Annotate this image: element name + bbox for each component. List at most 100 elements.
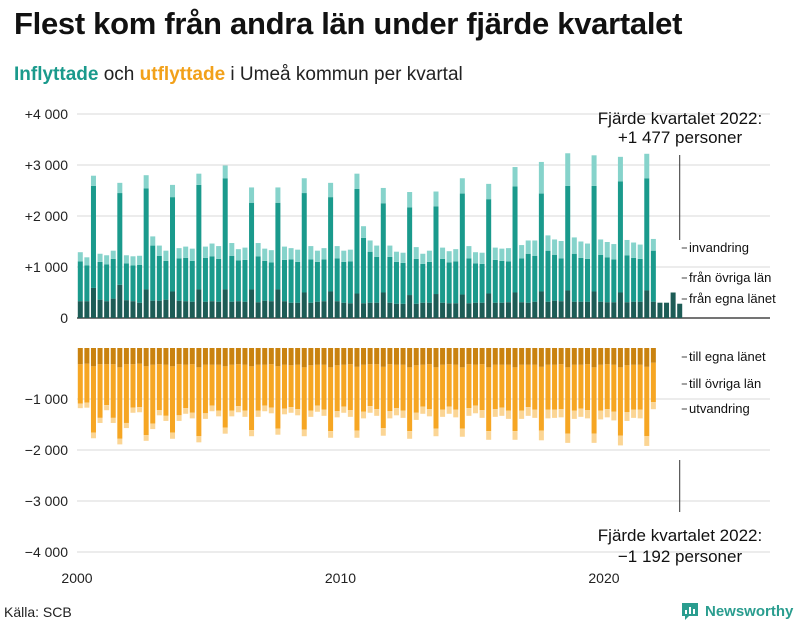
inflow-ovriga-bar xyxy=(170,197,176,292)
inflow-invandring-bar xyxy=(281,246,287,260)
outflow-utvandring-bar xyxy=(466,408,472,416)
outflow-utvandring-bar xyxy=(631,409,637,418)
inflow-ovriga-bar xyxy=(123,263,129,301)
inflow-invandring-bar xyxy=(334,246,340,259)
inflow-invandring-bar xyxy=(644,153,650,179)
inflow-egna-bar xyxy=(110,298,116,318)
outflow-ovriga-bar xyxy=(492,364,498,410)
inflow-ovriga-bar xyxy=(104,264,110,302)
outflow-utvandring-bar xyxy=(209,405,215,412)
outflow-egna-bar xyxy=(407,348,413,368)
inflow-invandring-bar xyxy=(235,249,241,261)
outflow-utvandring-bar xyxy=(558,409,564,418)
newsworthy-logo[interactable]: Newsworthy xyxy=(680,601,793,621)
inflow-egna-bar xyxy=(644,290,650,318)
outflow-egna-bar xyxy=(604,348,610,365)
inflow-invandring-bar xyxy=(400,252,406,263)
inflow-invandring-bar xyxy=(354,173,360,189)
inflow-ovriga-bar xyxy=(334,258,340,302)
outflow-ovriga-bar xyxy=(150,364,156,424)
outflow-ovriga-bar xyxy=(624,365,630,413)
inflow-invandring-bar xyxy=(420,253,426,264)
inflow-ovriga-bar xyxy=(143,188,149,290)
outflow-ovriga-bar xyxy=(650,362,656,403)
inflow-egna-bar xyxy=(104,301,110,318)
outflow-utvandring-bar xyxy=(499,407,505,416)
chart-title: Flest kom från andra län under fjärde kv… xyxy=(14,6,683,41)
inflow-egna-bar xyxy=(453,303,459,318)
outflow-egna-bar xyxy=(150,348,156,365)
inflow-egna-bar xyxy=(664,302,670,318)
inflow-egna-bar xyxy=(354,293,360,318)
inflow-invandring-bar xyxy=(578,241,584,258)
inflow-invandring-bar xyxy=(196,173,202,185)
outflow-egna-bar xyxy=(584,348,590,365)
outflow-ovriga-bar xyxy=(202,364,208,414)
outflow-egna-bar xyxy=(453,348,459,365)
outflow-utvandring-bar xyxy=(624,412,630,421)
outflow-ovriga-bar xyxy=(591,367,597,434)
outflow-egna-bar xyxy=(538,348,544,367)
outflow-utvandring-bar xyxy=(407,431,413,439)
y-tick-label: +4 000 xyxy=(25,106,68,122)
inflow-egna-bar xyxy=(347,303,353,318)
inflow-egna-bar xyxy=(486,293,492,318)
outflow-ovriga-bar xyxy=(77,364,83,404)
outflow-egna-bar xyxy=(137,348,143,364)
inflow-egna-bar xyxy=(288,302,294,318)
outflow-utvandring-bar xyxy=(578,408,584,417)
outflow-egna-bar xyxy=(90,348,96,367)
y-tick-label: −4 000 xyxy=(25,544,68,560)
outflow-egna-bar xyxy=(170,348,176,367)
inflow-invandring-bar xyxy=(525,240,531,254)
inflow-ovriga-bar xyxy=(156,255,162,301)
outflow-utvandring-bar xyxy=(446,406,452,414)
inflow-ovriga-bar xyxy=(328,197,334,292)
inflow-ovriga-bar xyxy=(459,193,465,295)
outflow-ovriga-bar xyxy=(255,364,261,411)
outflow-ovriga-bar xyxy=(446,364,452,407)
inflow-ovriga-bar xyxy=(321,259,327,302)
inflow-invandring-bar xyxy=(413,247,419,259)
outflow-utvandring-bar xyxy=(130,407,136,413)
outflow-utvandring-bar xyxy=(255,410,261,417)
inflow-invandring-bar xyxy=(624,239,630,256)
inflow-egna-bar xyxy=(479,302,485,318)
inflow-ovriga-bar xyxy=(77,261,83,302)
annotation-bottom-line1: Fjärde kvartalet 2022: xyxy=(598,526,762,545)
outflow-egna-bar xyxy=(301,348,307,368)
inflow-ovriga-bar xyxy=(413,258,419,304)
inflow-ovriga-bar xyxy=(400,262,406,304)
inflow-ovriga-bar xyxy=(288,259,294,303)
inflow-invandring-bar xyxy=(229,243,235,256)
inflow-invandring-bar xyxy=(552,239,558,255)
inflow-ovriga-bar xyxy=(242,259,248,302)
outflow-egna-bar xyxy=(571,348,577,365)
outflow-utvandring-bar xyxy=(84,402,90,408)
outflow-ovriga-bar xyxy=(117,367,123,439)
inflow-egna-bar xyxy=(90,287,96,318)
outflow-utvandring-bar xyxy=(433,428,439,437)
inflow-invandring-bar xyxy=(90,175,96,186)
outflow-egna-bar xyxy=(367,348,373,365)
inflow-egna-bar xyxy=(202,301,208,318)
inflow-egna-bar xyxy=(631,301,637,318)
inflow-invandring-bar xyxy=(222,165,228,179)
outflow-ovriga-bar xyxy=(130,364,136,408)
inflow-egna-bar xyxy=(150,300,156,318)
outflow-egna-bar xyxy=(295,348,301,365)
outflow-utvandring-bar xyxy=(486,431,492,440)
inflow-invandring-bar xyxy=(130,256,136,266)
outflow-egna-bar xyxy=(558,348,564,365)
outflow-utvandring-bar xyxy=(453,409,459,418)
outflow-utvandring-bar xyxy=(479,410,485,418)
inflow-egna-bar xyxy=(255,302,261,318)
inflow-ovriga-bar xyxy=(545,250,551,302)
outflow-utvandring-bar xyxy=(183,408,189,414)
outflow-egna-bar xyxy=(552,348,558,365)
inflow-egna-bar xyxy=(242,301,248,318)
inflow-egna-bar xyxy=(222,289,228,318)
inflow-invandring-bar xyxy=(440,247,446,259)
outflow-ovriga-bar xyxy=(354,366,360,431)
inflow-egna-bar xyxy=(170,291,176,318)
